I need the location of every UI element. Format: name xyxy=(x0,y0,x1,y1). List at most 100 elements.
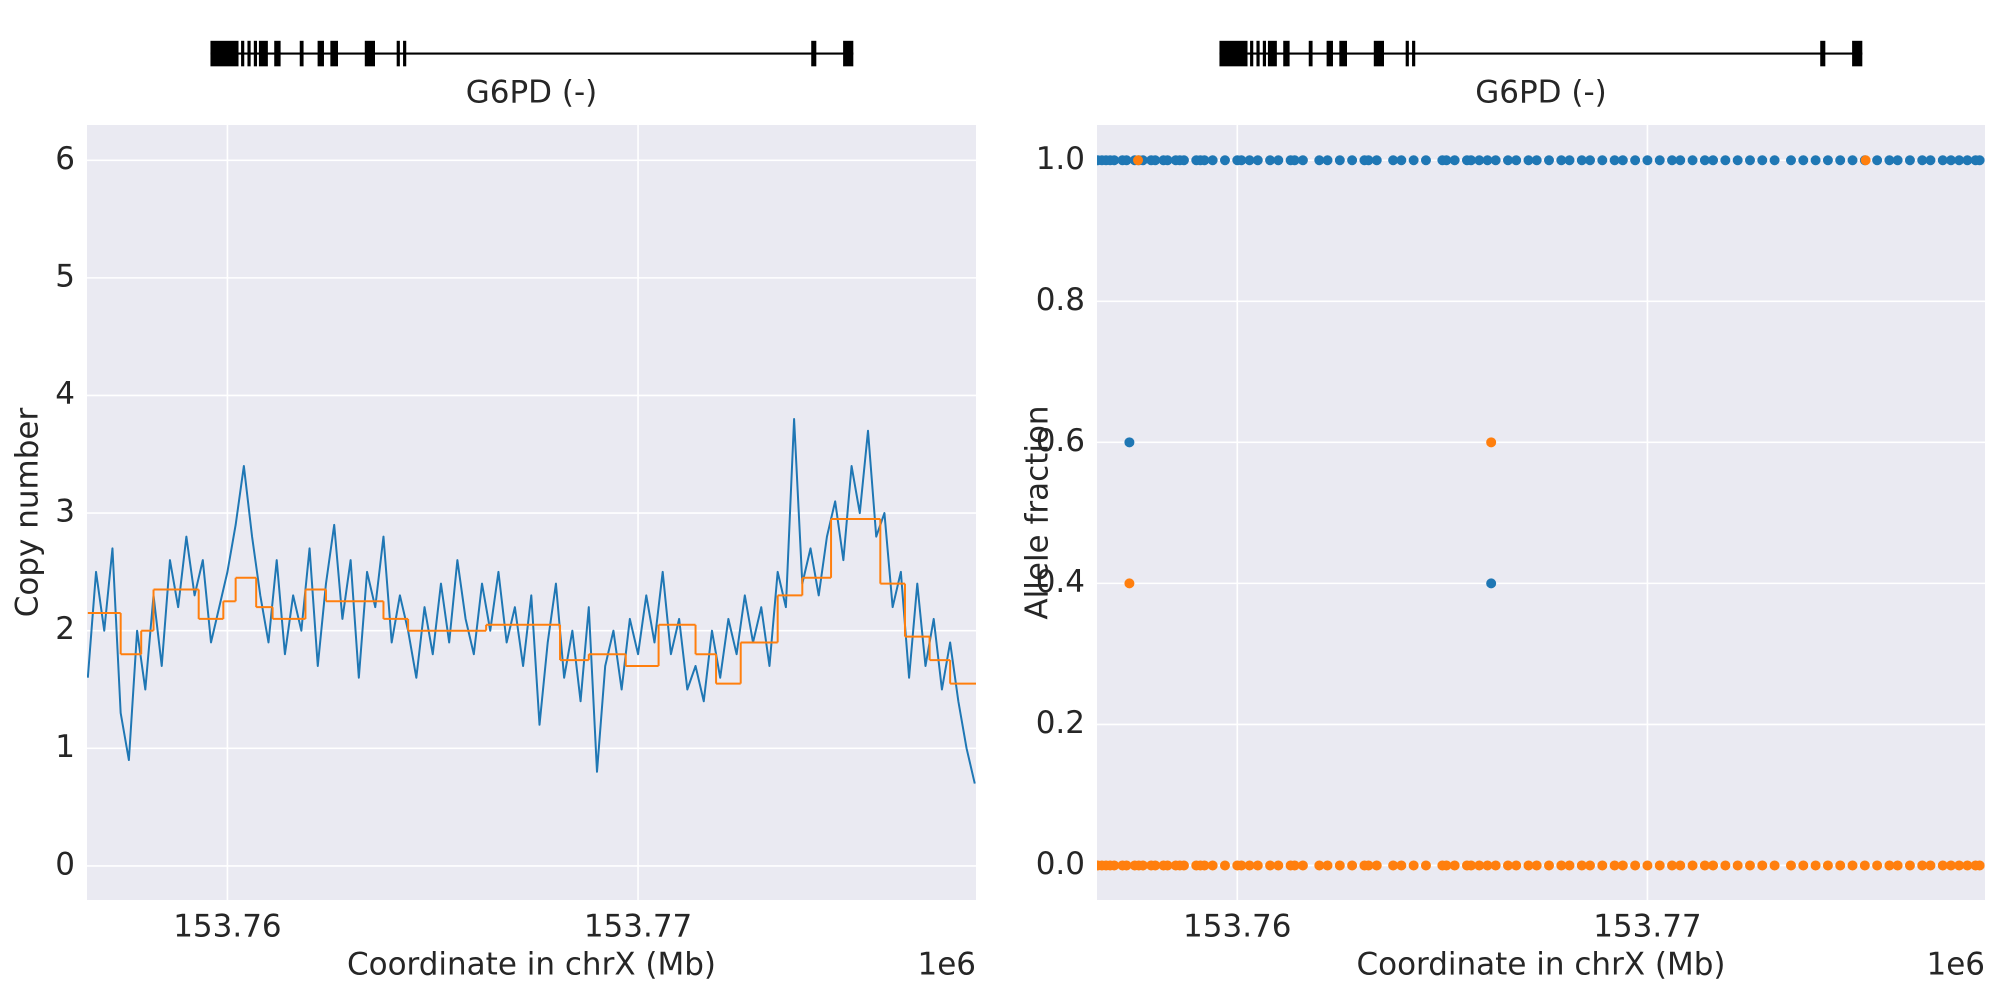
gene-track xyxy=(1218,39,1864,68)
allele-point xyxy=(1556,860,1567,871)
allele-point xyxy=(1798,860,1809,871)
allele-point xyxy=(1543,155,1554,166)
allele-point xyxy=(1265,155,1276,166)
allele-point xyxy=(1363,860,1374,871)
allele-point xyxy=(1769,860,1780,871)
allele-point xyxy=(1576,860,1587,871)
allele-point xyxy=(1363,155,1374,166)
allele-point xyxy=(1609,155,1620,166)
allele-point xyxy=(1667,860,1678,871)
allele-point xyxy=(1486,437,1497,448)
allele-point xyxy=(1162,860,1173,871)
plot-background xyxy=(1097,125,1985,900)
allele-point xyxy=(1945,155,1956,166)
plot-area xyxy=(87,418,976,784)
x-tick-label: 153.76 xyxy=(173,909,281,945)
allele-point xyxy=(1449,860,1460,871)
allele-point xyxy=(1486,578,1497,589)
y-tick-label: 0 xyxy=(55,846,75,882)
allele-point xyxy=(1667,155,1678,166)
allele-point xyxy=(1859,860,1870,871)
allele-point xyxy=(1490,155,1501,166)
allele-point xyxy=(1597,155,1608,166)
allele-point xyxy=(1121,155,1132,166)
allele-point xyxy=(1732,155,1743,166)
allele-point xyxy=(1884,155,1895,166)
allele-point xyxy=(1556,155,1567,166)
allele-point xyxy=(1314,155,1325,166)
x-tick-label: 153.77 xyxy=(584,909,692,945)
allele-point xyxy=(1687,155,1698,166)
allele-point xyxy=(1798,155,1809,166)
allele-point xyxy=(1322,155,1333,166)
copy-number-line xyxy=(87,418,976,784)
allele-point xyxy=(1699,155,1710,166)
allele-point xyxy=(1810,860,1821,871)
plot-area xyxy=(1097,155,1985,871)
allele-point xyxy=(1642,155,1653,166)
allele-point xyxy=(1347,860,1358,871)
allele-point xyxy=(1236,860,1247,871)
allele-point xyxy=(1937,155,1948,166)
allele-point xyxy=(1482,155,1493,166)
allele-point xyxy=(1642,860,1653,871)
allele-point xyxy=(1675,860,1686,871)
allele-point xyxy=(1543,860,1554,871)
allele-point xyxy=(1420,860,1431,871)
y-tick-label: 1 xyxy=(55,729,75,765)
allele-point xyxy=(1441,860,1452,871)
gene-label: G6PD (-) xyxy=(466,75,598,111)
y-tick-label: 0.8 xyxy=(1036,282,1085,318)
allele-point xyxy=(1884,860,1895,871)
y-tick-label: 1.0 xyxy=(1036,141,1085,177)
allele-point xyxy=(1785,860,1796,871)
allele-point xyxy=(1962,155,1973,166)
allele-point xyxy=(1810,155,1821,166)
allele-point xyxy=(1630,155,1641,166)
allele-point xyxy=(1408,860,1419,871)
x-offset-text: 1e6 xyxy=(917,947,976,983)
gene-track xyxy=(209,39,855,68)
allele-point xyxy=(1917,155,1928,166)
y-tick-label: 0.4 xyxy=(1036,564,1085,600)
y-tick-label: 4 xyxy=(55,376,75,412)
allele-point xyxy=(1289,155,1300,166)
allele-point xyxy=(1474,860,1485,871)
gene-label: G6PD (-) xyxy=(1475,75,1607,111)
allele-point xyxy=(1687,860,1698,871)
allele-point xyxy=(1162,155,1173,166)
allele-point xyxy=(1925,860,1936,871)
allele-point xyxy=(1822,155,1833,166)
allele-point xyxy=(1466,860,1477,871)
allele-point xyxy=(1925,155,1936,166)
allele-point xyxy=(1199,860,1210,871)
allele-point xyxy=(1178,155,1189,166)
y-tick-label: 5 xyxy=(55,258,75,294)
allele-point xyxy=(1576,155,1587,166)
x-offset-text: 1e6 xyxy=(1926,947,1985,983)
allele-point xyxy=(1265,860,1276,871)
allele-point xyxy=(1847,155,1858,166)
allele-point xyxy=(1835,155,1846,166)
allele-point xyxy=(1523,155,1534,166)
allele-point xyxy=(1121,860,1132,871)
allele-point xyxy=(1396,860,1407,871)
y-tick-label: 0.6 xyxy=(1036,423,1085,459)
allele-point xyxy=(1708,860,1719,871)
allele-point xyxy=(1904,860,1915,871)
allele-point xyxy=(1474,155,1485,166)
allele-point xyxy=(1511,860,1522,871)
allele-point xyxy=(1511,155,1522,166)
allele-point xyxy=(1531,155,1542,166)
allele-point xyxy=(1490,860,1501,871)
allele-point xyxy=(1207,860,1218,871)
allele-point xyxy=(1872,155,1883,166)
allele-point xyxy=(1835,860,1846,871)
allele-point xyxy=(1371,860,1382,871)
allele-point xyxy=(1847,860,1858,871)
allele-point xyxy=(1564,860,1575,871)
allele-point xyxy=(1892,860,1903,871)
allele-point xyxy=(1564,155,1575,166)
allele-point xyxy=(1708,155,1719,166)
